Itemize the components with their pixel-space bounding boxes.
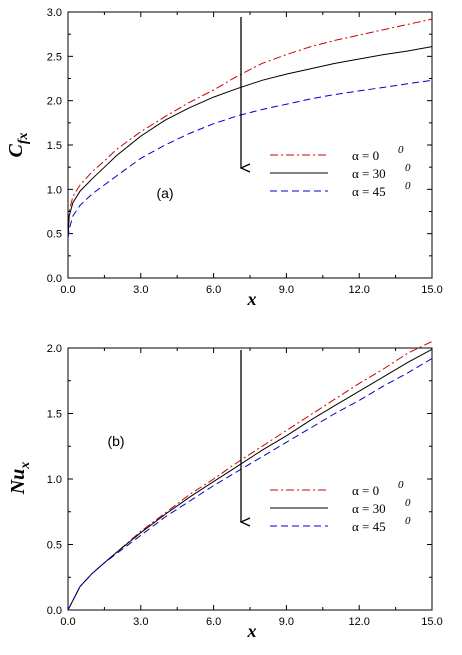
x-axis-title: x — [247, 289, 257, 309]
legend-label-1: α = 30 — [352, 166, 386, 181]
x-tick-label: 6.0 — [206, 284, 221, 296]
y-tick-label: 2.5 — [47, 51, 62, 63]
y-tick-label: 2.0 — [47, 343, 62, 355]
y-tick-label: 1.5 — [47, 140, 62, 152]
x-tick-label: 9.0 — [279, 284, 294, 296]
x-tick-label: 3.0 — [133, 284, 148, 296]
y-tick-label: 1.0 — [47, 184, 62, 196]
x-tick-label: 6.0 — [206, 616, 221, 628]
x-tick-label: 9.0 — [279, 616, 294, 628]
legend-degree-2: 0 — [405, 180, 411, 192]
y-tick-label: 0.0 — [47, 605, 62, 617]
legend-label-0: α = 0 — [352, 148, 379, 163]
plot-frame — [67, 347, 433, 611]
series-line-0 — [67, 18, 433, 239]
x-tick-label: 15.0 — [421, 616, 442, 628]
x-tick-label: 0.0 — [60, 284, 75, 296]
legend-degree-2: 0 — [405, 515, 411, 527]
series-line-1 — [67, 348, 433, 611]
y-tick-label: 0.5 — [47, 540, 62, 552]
series-line-2 — [67, 79, 433, 239]
series-line-2 — [67, 358, 433, 611]
y-tick-label: 2.0 — [47, 96, 62, 108]
chart-panel-a: 0.0 3.0 6.0 9.0 12.0 15.0 0.0 0.5 1.0 1.5 2.0 2.5 3.… — [5, 7, 443, 309]
y-tick-label: 1.0 — [47, 474, 62, 486]
chart-panel-b: 0.0 3.0 6.0 9.0 12.0 15.0 0.0 0.5 1.0 1.5 2.0 α = 0… — [7, 341, 443, 641]
y-tick-label: 0.0 — [47, 273, 62, 285]
y-axis-title: Cfx — [5, 132, 31, 157]
legend-label-2: α = 45 — [352, 519, 386, 534]
series-line-1 — [67, 46, 433, 239]
panel-label: (a) — [156, 185, 173, 201]
legend-degree-0: 0 — [398, 479, 404, 491]
legend-label-0: α = 0 — [352, 483, 379, 498]
x-tick-label: 12.0 — [348, 616, 369, 628]
x-tick-label: 3.0 — [133, 616, 148, 628]
legend-degree-0: 0 — [398, 144, 404, 156]
legend-degree-1: 0 — [405, 497, 411, 509]
x-axis-title: x — [247, 621, 257, 641]
panel-label: (b) — [107, 433, 124, 449]
series-line-0 — [67, 341, 433, 611]
legend-degree-1: 0 — [405, 162, 411, 174]
x-tick-label: 0.0 — [60, 616, 75, 628]
y-axis-title: Nux — [7, 462, 33, 496]
legend-label-1: α = 30 — [352, 501, 386, 516]
y-tick-label: 1.5 — [47, 409, 62, 421]
legend-label-2: α = 45 — [352, 184, 386, 199]
x-tick-label: 12.0 — [348, 284, 369, 296]
y-tick-label: 0.5 — [47, 229, 62, 241]
x-tick-label: 15.0 — [421, 284, 442, 296]
y-tick-label: 3.0 — [47, 7, 62, 19]
